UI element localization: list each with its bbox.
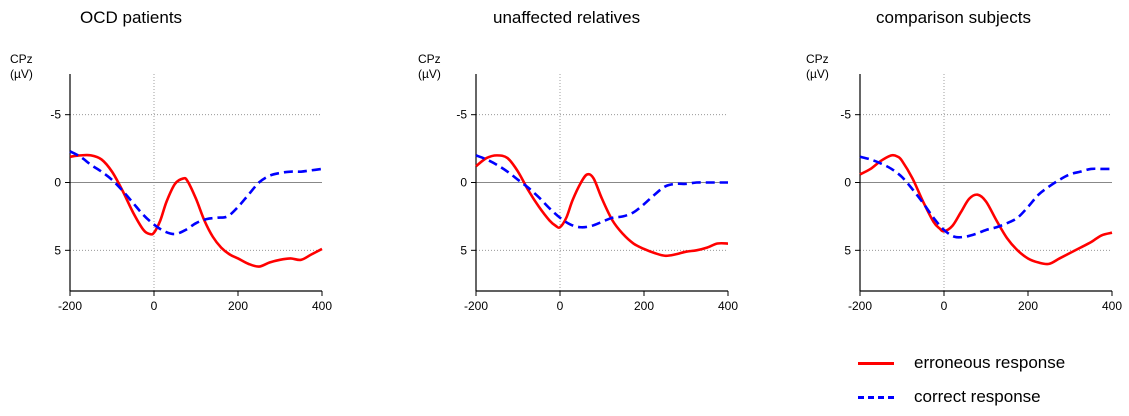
x-tick-label: 400 (1102, 299, 1122, 313)
chart-panel-ocd-patients: OCD patients CPz (µV) -5 0 5 -200 0 200 400 (0, 0, 350, 330)
y-tick-label: 5 (54, 243, 61, 257)
chart-title: OCD patients (80, 8, 183, 27)
y-tick-label: 0 (460, 176, 467, 190)
y-tick-label: 0 (844, 176, 851, 190)
y-axis-label: CPz (µV) (806, 52, 829, 82)
series-line-erroneous-response (475, 154, 729, 258)
x-tick-label: 0 (557, 299, 564, 313)
series-line-correct-response (859, 155, 1112, 239)
line-chart-ocd-patients: -5 0 5 -200 0 200 400 (50, 74, 332, 313)
chart-title: comparison subjects (876, 8, 1031, 27)
y-tick-label: 5 (844, 243, 851, 257)
x-tick-label: 400 (718, 299, 738, 313)
y-axis-label: CPz (µV) (418, 52, 441, 82)
y-axis-label-unit: (µV) (806, 67, 829, 81)
y-tick-label: -5 (840, 108, 851, 122)
legend-label: erroneous response (914, 353, 1066, 372)
legend-label: correct response (914, 387, 1041, 406)
y-tick-label: -5 (456, 108, 467, 122)
y-tick-label: 5 (460, 243, 467, 257)
series-line-correct-response (69, 150, 323, 236)
y-axis-label-unit: (µV) (418, 67, 441, 81)
x-tick-label: -200 (848, 299, 872, 313)
x-tick-label: -200 (464, 299, 488, 313)
chart-panel-comparison-subjects: comparison subjects CPz (µV) (0, 0, 1031, 330)
legend-swatch-dashed (858, 395, 894, 399)
x-tick-label: -200 (58, 299, 82, 313)
y-tick-label: 0 (54, 176, 61, 190)
y-axis-label-unit: (µV) (10, 67, 33, 81)
series-line-erroneous-response (859, 153, 1113, 266)
legend-swatch-solid (858, 361, 894, 365)
x-tick-label: 200 (634, 299, 654, 313)
chart-legend: erroneous response correct response (858, 346, 1123, 414)
x-tick-label: 200 (1018, 299, 1038, 313)
line-chart-comparison-subjects: -5 0 5 -200 0 200 400 (840, 74, 1122, 313)
legend-item-correct: correct response (858, 384, 1041, 410)
y-axis-label: CPz (µV) (10, 52, 33, 82)
y-axis-label-electrode: CPz (806, 52, 829, 66)
x-tick-label: 200 (228, 299, 248, 313)
y-axis-label-electrode: CPz (418, 52, 441, 66)
series-line-erroneous-response (69, 153, 323, 268)
x-tick-label: 400 (312, 299, 332, 313)
x-tick-label: 0 (941, 299, 948, 313)
y-tick-label: -5 (50, 108, 61, 122)
chart-panel-unaffected-relatives: unaffected relatives CPz (µV) (0, 0, 640, 330)
y-axis-label-electrode: CPz (10, 52, 33, 66)
chart-title: unaffected relatives (493, 8, 641, 27)
legend-item-erroneous: erroneous response (858, 350, 1065, 376)
series-line-correct-response (475, 154, 728, 229)
line-chart-unaffected-relatives: -5 0 5 -200 0 200 400 (456, 74, 738, 313)
x-tick-label: 0 (151, 299, 158, 313)
